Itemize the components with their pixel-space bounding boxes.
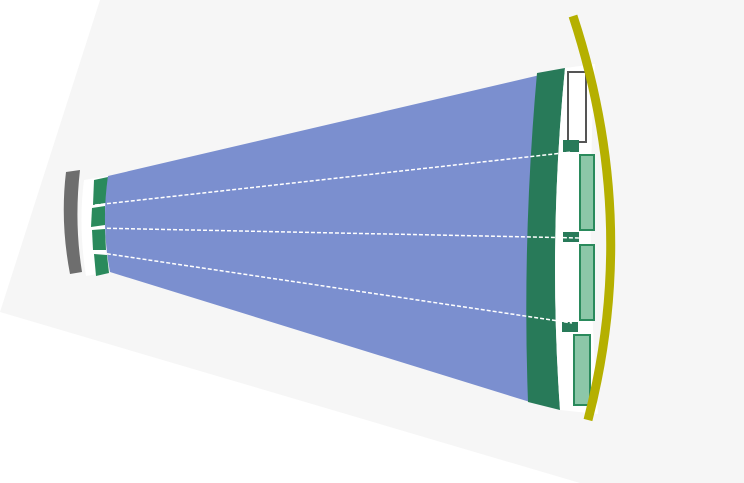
outer-chamber: [579, 244, 595, 321]
outer-chamber: [567, 71, 587, 143]
inner-module: [92, 229, 106, 250]
outer-chamber: [573, 334, 591, 406]
track-line: [94, 227, 581, 239]
inner-module: [94, 254, 109, 276]
outer-spacer: [563, 140, 579, 152]
track-line: [94, 151, 573, 206]
drift-volume: [104, 75, 540, 402]
outer-chamber: [579, 154, 595, 231]
outer-spacer: [563, 232, 579, 242]
track-line: [94, 251, 573, 324]
inner-support: [63, 170, 82, 274]
inner-module: [93, 177, 108, 205]
outer-shell: [568, 14, 616, 422]
inner-module: [91, 206, 105, 227]
outer-spacer: [562, 322, 578, 332]
